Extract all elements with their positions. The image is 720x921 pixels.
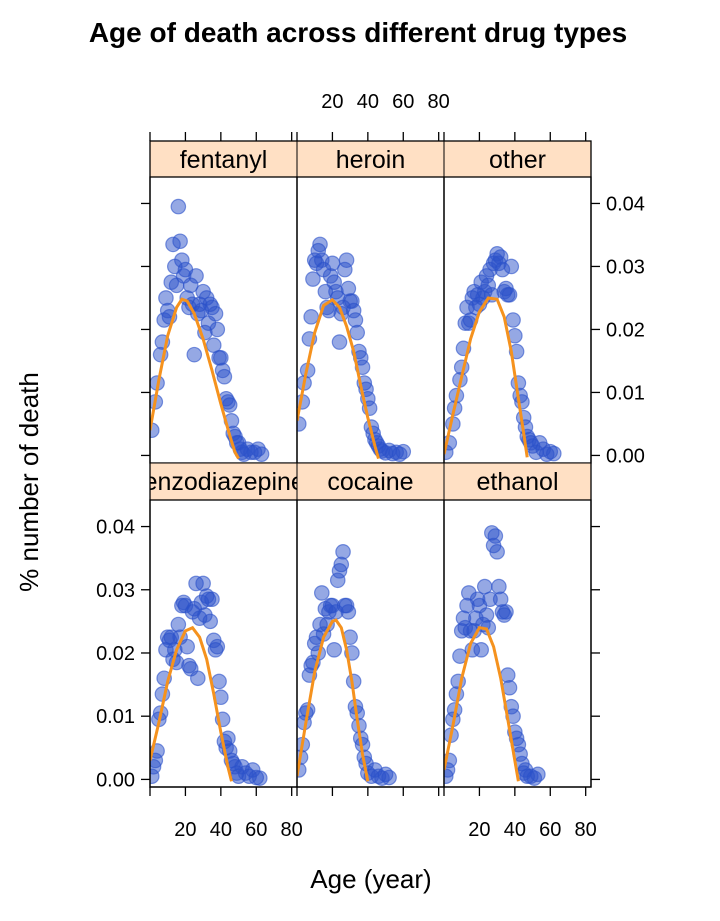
data-point bbox=[503, 258, 520, 275]
data-point bbox=[340, 604, 357, 620]
points-group bbox=[297, 236, 412, 462]
data-point bbox=[252, 770, 268, 786]
y-axis-label: % number of death bbox=[14, 372, 44, 592]
data-point bbox=[172, 233, 188, 250]
data-point bbox=[491, 578, 507, 595]
data-point bbox=[505, 312, 521, 328]
strip-heroin bbox=[296, 140, 445, 178]
data-point bbox=[211, 673, 227, 690]
y-tick-label: 0.04 bbox=[606, 193, 645, 215]
data-point bbox=[313, 585, 330, 601]
data-point bbox=[186, 346, 203, 363]
data-point bbox=[303, 309, 319, 325]
data-point bbox=[530, 766, 546, 783]
data-point bbox=[478, 607, 495, 623]
strip-fentanyl bbox=[149, 140, 298, 178]
data-point bbox=[349, 324, 366, 341]
data-point bbox=[546, 445, 562, 462]
data-point bbox=[188, 268, 204, 284]
points-group bbox=[150, 575, 268, 786]
y-tick-label: 0.01 bbox=[606, 382, 645, 404]
y-tick-label: 0.00 bbox=[96, 769, 135, 791]
fit-curve bbox=[150, 625, 233, 782]
data-point bbox=[207, 305, 224, 322]
points-group bbox=[444, 246, 562, 462]
strip-benzodiazepines bbox=[149, 462, 298, 501]
x-tick-label: 80 bbox=[428, 91, 450, 113]
data-point bbox=[487, 528, 504, 544]
strip-label: cocaine bbox=[327, 468, 413, 496]
x-tick-label: 60 bbox=[539, 819, 561, 841]
data-point bbox=[338, 252, 355, 268]
points-group bbox=[444, 525, 546, 786]
data-point bbox=[209, 638, 226, 655]
y-tick-label: 0.02 bbox=[606, 319, 645, 341]
x-tick-label: 40 bbox=[357, 91, 379, 113]
fit-curve bbox=[150, 297, 240, 460]
data-point bbox=[253, 446, 270, 462]
panel-heroin: heroin bbox=[296, 140, 445, 464]
data-point bbox=[190, 670, 206, 687]
data-point bbox=[335, 544, 351, 560]
data-point bbox=[381, 769, 397, 786]
panel-fentanyl: fentanyl bbox=[149, 140, 298, 464]
data-point bbox=[333, 556, 350, 573]
data-point bbox=[221, 397, 238, 413]
y-tick-label: 0.00 bbox=[606, 445, 645, 467]
strip-ethanol bbox=[443, 462, 592, 501]
data-point bbox=[326, 642, 342, 658]
chart-title: Age of death across different drug types bbox=[89, 17, 627, 48]
x-tick-label: 60 bbox=[245, 819, 267, 841]
data-point bbox=[305, 271, 321, 287]
x-tick-label: 60 bbox=[392, 91, 414, 113]
y-tick-label: 0.03 bbox=[606, 256, 645, 278]
panel-benzodiazepines: benzodiazepines bbox=[130, 462, 318, 788]
panel-other: other bbox=[443, 140, 592, 464]
data-point bbox=[202, 613, 219, 630]
x-axis-label: Age (year) bbox=[310, 864, 431, 894]
outer-frame bbox=[149, 140, 592, 788]
strip-label: other bbox=[489, 146, 546, 174]
x-tick-label: 20 bbox=[321, 91, 343, 113]
data-point bbox=[395, 443, 412, 460]
fit-curve bbox=[444, 626, 520, 782]
data-point bbox=[216, 368, 233, 385]
data-point bbox=[209, 321, 226, 338]
x-tick-label: 40 bbox=[210, 819, 232, 841]
points-group bbox=[297, 544, 397, 786]
strip-label: ethanol bbox=[476, 468, 558, 496]
panels-layer: fentanyl heroin other benzodiazepines cocain… bbox=[96, 91, 645, 841]
y-tick-label: 0.03 bbox=[96, 580, 135, 602]
data-point bbox=[489, 544, 505, 560]
x-tick-label: 80 bbox=[281, 819, 303, 841]
data-point bbox=[501, 287, 518, 303]
x-tick-label: 80 bbox=[575, 819, 597, 841]
strip-other bbox=[443, 140, 592, 178]
panel-cocaine: cocaine bbox=[296, 462, 445, 788]
fit-curve bbox=[297, 618, 370, 782]
y-tick-label: 0.02 bbox=[96, 643, 135, 665]
data-point bbox=[498, 604, 514, 620]
x-tick-label: 20 bbox=[468, 819, 490, 841]
x-tick-label: 40 bbox=[504, 819, 526, 841]
fit-curve bbox=[444, 296, 529, 458]
x-tick-label: 20 bbox=[174, 819, 196, 841]
data-point bbox=[499, 667, 516, 683]
data-point bbox=[312, 236, 328, 253]
data-point bbox=[170, 616, 187, 633]
fit-curve bbox=[297, 297, 380, 460]
data-point bbox=[179, 638, 195, 655]
strip-label: heroin bbox=[336, 146, 406, 174]
data-point bbox=[473, 642, 489, 658]
panel-ethanol: ethanol bbox=[443, 462, 592, 788]
data-point bbox=[170, 198, 187, 215]
strip-label: fentanyl bbox=[180, 146, 268, 174]
strip-label: benzodiazepines bbox=[130, 468, 318, 496]
y-tick-label: 0.04 bbox=[96, 517, 135, 539]
data-point bbox=[204, 591, 220, 608]
data-point bbox=[331, 334, 348, 350]
y-tick-label: 0.01 bbox=[96, 706, 135, 728]
points-group bbox=[150, 198, 270, 462]
